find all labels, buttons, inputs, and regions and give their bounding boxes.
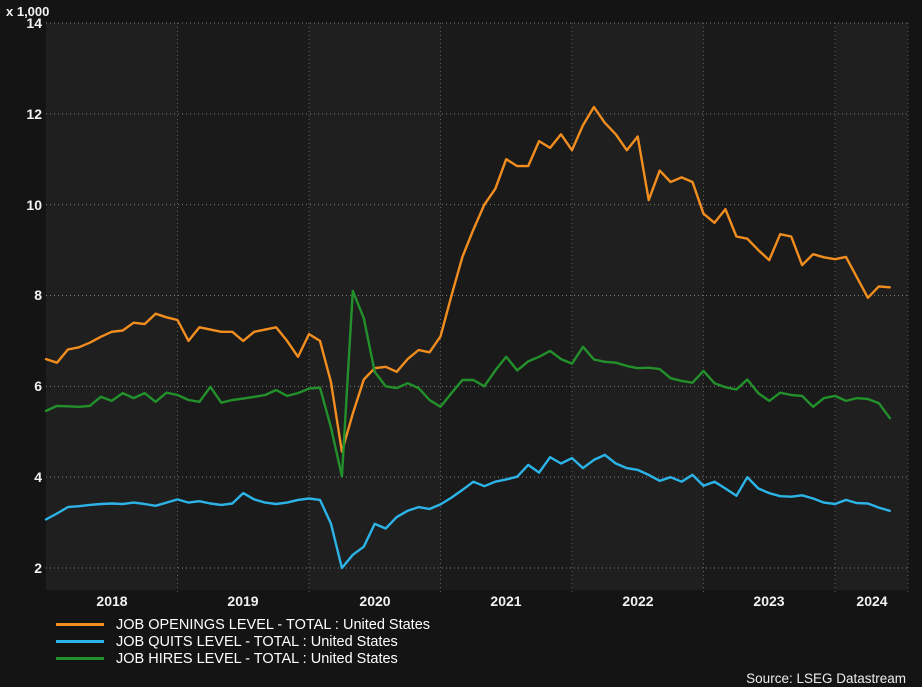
y-axis-unit-label: x 1,000 [6, 4, 50, 19]
hires-line-swatch [56, 657, 104, 660]
y-tick-label: 8 [34, 287, 42, 303]
legend-item-quits: JOB QUITS LEVEL - TOTAL : United States [0, 633, 700, 650]
x-tick-label: 2022 [622, 593, 654, 609]
legend-item-openings: JOB OPENINGS LEVEL - TOTAL : United Stat… [0, 616, 700, 633]
x-tick-label: 2020 [359, 593, 391, 609]
y-tick-label: 6 [34, 378, 42, 394]
source-attribution: Source: LSEG Datastream [746, 671, 906, 686]
quits-line-swatch [56, 640, 104, 643]
x-tick-label: 2019 [227, 593, 259, 609]
y-tick-label: 10 [26, 197, 42, 213]
x-tick-label: 2021 [490, 593, 522, 609]
x-tick-label: 2024 [856, 593, 888, 609]
legend-label-openings: JOB OPENINGS LEVEL - TOTAL : United Stat… [116, 616, 431, 633]
y-tick-label: 2 [34, 560, 42, 576]
legend-label-quits: JOB QUITS LEVEL - TOTAL : United States [116, 633, 398, 650]
legend-item-hires: JOB HIRES LEVEL - TOTAL : United States [0, 650, 700, 667]
y-tick-label: 12 [26, 106, 42, 122]
y-tick-label: 14 [26, 15, 42, 31]
y-tick-label: 4 [34, 469, 42, 485]
legend: JOB OPENINGS LEVEL - TOTAL : United Stat… [0, 616, 700, 667]
x-tick-label: 2018 [96, 593, 128, 609]
legend-label-hires: JOB HIRES LEVEL - TOTAL : United States [116, 650, 398, 667]
x-tick-label: 2023 [753, 593, 785, 609]
openings-line-swatch [56, 623, 104, 626]
